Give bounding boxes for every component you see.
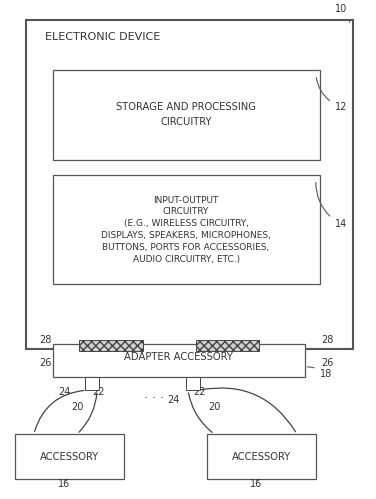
Text: STORAGE AND PROCESSING
CIRCUITRY: STORAGE AND PROCESSING CIRCUITRY [116, 102, 256, 127]
Bar [196, 340, 259, 351]
Text: 16: 16 [58, 479, 71, 489]
Text: 28: 28 [321, 335, 334, 345]
Text: 26: 26 [39, 358, 52, 368]
Text: ADAPTER ACCESSORY: ADAPTER ACCESSORY [124, 351, 233, 362]
Bar [53, 344, 305, 377]
Text: 24: 24 [58, 387, 71, 397]
Text: INPUT-OUTPUT
CIRCUITRY
(E.G., WIRELESS CIRCUITRY,
DISPLAYS, SPEAKERS, MICROPHONE: INPUT-OUTPUT CIRCUITRY (E.G., WIRELESS C… [101, 196, 271, 263]
Bar [26, 20, 353, 349]
Text: 14: 14 [316, 183, 347, 229]
Bar [186, 377, 200, 390]
Text: 22: 22 [194, 387, 206, 397]
Text: 24: 24 [167, 395, 180, 405]
Text: ACCESSORY: ACCESSORY [232, 452, 291, 462]
Bar [53, 70, 320, 160]
Text: 10: 10 [335, 4, 350, 22]
Text: 22: 22 [92, 387, 105, 397]
Text: ACCESSORY: ACCESSORY [40, 452, 99, 462]
Text: ELECTRONIC DEVICE: ELECTRONIC DEVICE [45, 32, 161, 42]
Text: 20: 20 [71, 402, 84, 412]
Bar [85, 377, 99, 390]
Bar [79, 340, 143, 351]
Text: 28: 28 [39, 335, 52, 345]
Text: 16: 16 [250, 479, 262, 489]
Text: 26: 26 [321, 358, 334, 368]
Text: 18: 18 [307, 367, 332, 379]
Bar [15, 434, 124, 479]
Text: · · ·: · · · [144, 392, 164, 405]
Text: 20: 20 [209, 402, 221, 412]
Bar [207, 434, 316, 479]
Bar [53, 175, 320, 284]
Text: 12: 12 [316, 78, 347, 112]
